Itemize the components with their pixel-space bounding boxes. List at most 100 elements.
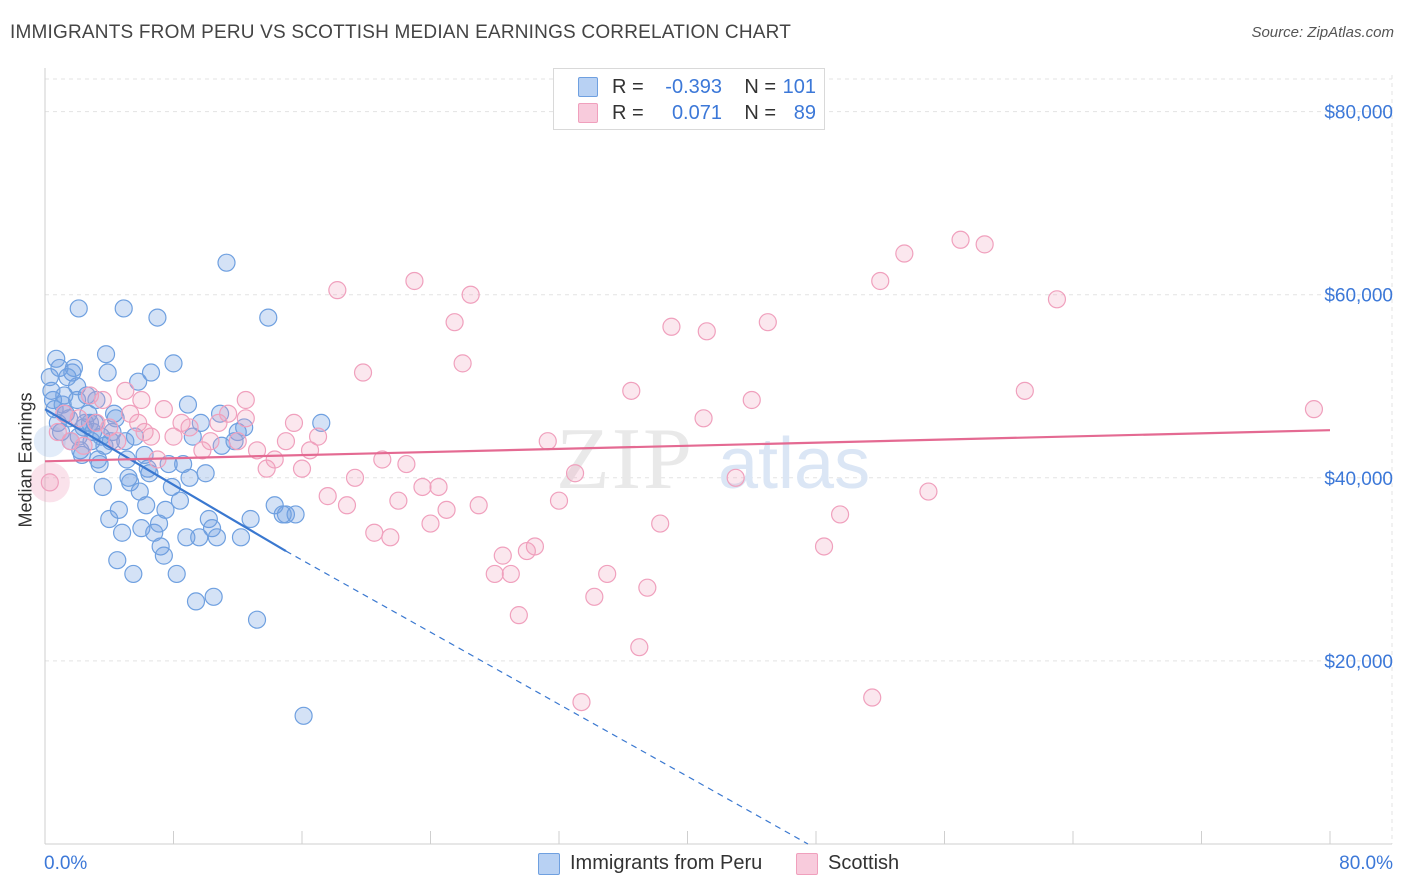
y-tick-label: $20,000 bbox=[1324, 652, 1393, 673]
peru-point bbox=[106, 409, 125, 428]
scottish-point bbox=[228, 432, 247, 451]
scottish-trend-line bbox=[44, 429, 1331, 463]
peru-point bbox=[207, 528, 226, 547]
scottish-point bbox=[373, 450, 392, 469]
scottish-point bbox=[100, 418, 119, 437]
scottish-point bbox=[116, 381, 135, 400]
watermark: ZIP atlas bbox=[556, 411, 870, 508]
peru-trend-extension bbox=[285, 550, 809, 845]
scottish-point bbox=[74, 436, 93, 455]
x-axis-max-label: 80.0% bbox=[1339, 853, 1393, 874]
legend-item-peru[interactable]: Immigrants from Peru bbox=[538, 852, 762, 875]
peru-point bbox=[93, 477, 112, 497]
peru-point-large bbox=[33, 425, 66, 458]
chart-title: IMMIGRANTS FROM PERU VS SCOTTISH MEDIAN … bbox=[10, 22, 792, 43]
scottish-point bbox=[337, 496, 357, 515]
trend-lines bbox=[44, 408, 1331, 845]
peru-point bbox=[47, 349, 66, 368]
correlation-legend: R = -0.393 N = 101 R = 0.071 N = 89 bbox=[553, 68, 825, 130]
scottish-point bbox=[493, 546, 512, 565]
scottish-point bbox=[108, 432, 127, 451]
scottish-point bbox=[429, 477, 448, 497]
scottish-point bbox=[461, 285, 480, 304]
scottish-point bbox=[662, 317, 681, 336]
peru-point bbox=[58, 368, 77, 387]
peru-point bbox=[167, 564, 186, 584]
legend-row-peru: R = -0.393 N = 101 bbox=[578, 75, 816, 99]
scottish-point bbox=[445, 313, 464, 332]
scottish-point bbox=[622, 381, 641, 400]
scottish-point bbox=[638, 578, 657, 597]
scottish-point bbox=[598, 564, 617, 584]
scottish-point bbox=[328, 281, 347, 300]
peru-point bbox=[80, 413, 100, 432]
legend-item-scottish[interactable]: Scottish bbox=[796, 852, 899, 875]
peru-point bbox=[148, 308, 167, 327]
r-value: -0.393 bbox=[665, 75, 722, 98]
peru-point bbox=[90, 454, 109, 474]
peru-point bbox=[217, 253, 236, 272]
scottish-point bbox=[219, 404, 238, 423]
scottish-point bbox=[549, 491, 569, 510]
peru-point bbox=[159, 454, 178, 474]
scottish-point bbox=[895, 244, 914, 263]
peru-point bbox=[68, 377, 87, 396]
series-scottish-points bbox=[29, 230, 1324, 712]
scottish-point bbox=[141, 427, 161, 446]
r-label: R = bbox=[612, 75, 644, 98]
n-label: N = bbox=[744, 75, 776, 98]
peru-point bbox=[170, 491, 190, 510]
scottish-point bbox=[389, 491, 408, 510]
peru-legend-swatch bbox=[538, 852, 560, 875]
peru-point bbox=[202, 519, 222, 538]
peru-point bbox=[190, 528, 209, 547]
y-tick-label: $40,000 bbox=[1324, 469, 1393, 490]
peru-trend-line bbox=[44, 408, 287, 552]
scottish-point bbox=[180, 418, 199, 437]
series-legend: Immigrants from Peru Scottish bbox=[0, 852, 1406, 878]
scottish-point bbox=[975, 235, 994, 254]
scottish-point-large bbox=[29, 462, 70, 503]
scottish-point bbox=[353, 363, 373, 382]
peru-point bbox=[273, 505, 292, 524]
y-tick-label: $80,000 bbox=[1324, 103, 1393, 124]
scottish-point bbox=[132, 390, 151, 410]
scottish-point bbox=[871, 271, 890, 291]
x-axis-min-label: 0.0% bbox=[44, 853, 88, 874]
peru-point bbox=[286, 505, 305, 524]
peru-point bbox=[55, 386, 74, 405]
scottish-point bbox=[437, 500, 456, 519]
scottish-point bbox=[413, 477, 432, 497]
peru-point bbox=[177, 528, 196, 547]
scottish-point bbox=[951, 230, 970, 249]
peru-point bbox=[108, 551, 127, 570]
peru-point bbox=[162, 477, 181, 497]
peru-legend-label: Immigrants from Peru bbox=[570, 852, 763, 874]
scottish-point bbox=[381, 528, 400, 547]
peru-point bbox=[191, 413, 210, 432]
scottish-swatch bbox=[578, 103, 598, 123]
peru-point bbox=[109, 500, 128, 519]
peru-point bbox=[241, 509, 260, 529]
peru-point bbox=[164, 354, 183, 373]
scottish-point bbox=[318, 487, 337, 506]
peru-point bbox=[149, 514, 169, 533]
scottish-point bbox=[501, 564, 520, 584]
n-label: N = bbox=[744, 101, 776, 124]
scottish-point bbox=[525, 537, 545, 556]
peru-point bbox=[125, 427, 145, 446]
peru-point bbox=[69, 299, 88, 318]
scottish-point bbox=[694, 409, 713, 428]
peru-point bbox=[43, 390, 63, 410]
peru-point bbox=[124, 564, 143, 584]
peru-swatch bbox=[578, 77, 598, 97]
peru-point bbox=[231, 528, 251, 547]
scottish-point bbox=[814, 537, 834, 556]
peru-point bbox=[141, 363, 161, 382]
peru-point bbox=[129, 372, 148, 391]
peru-point bbox=[119, 468, 138, 487]
scottish-point bbox=[129, 413, 148, 432]
scottish-legend-label: Scottish bbox=[828, 852, 900, 874]
peru-point bbox=[196, 464, 215, 483]
n-value: 101 bbox=[782, 75, 816, 98]
